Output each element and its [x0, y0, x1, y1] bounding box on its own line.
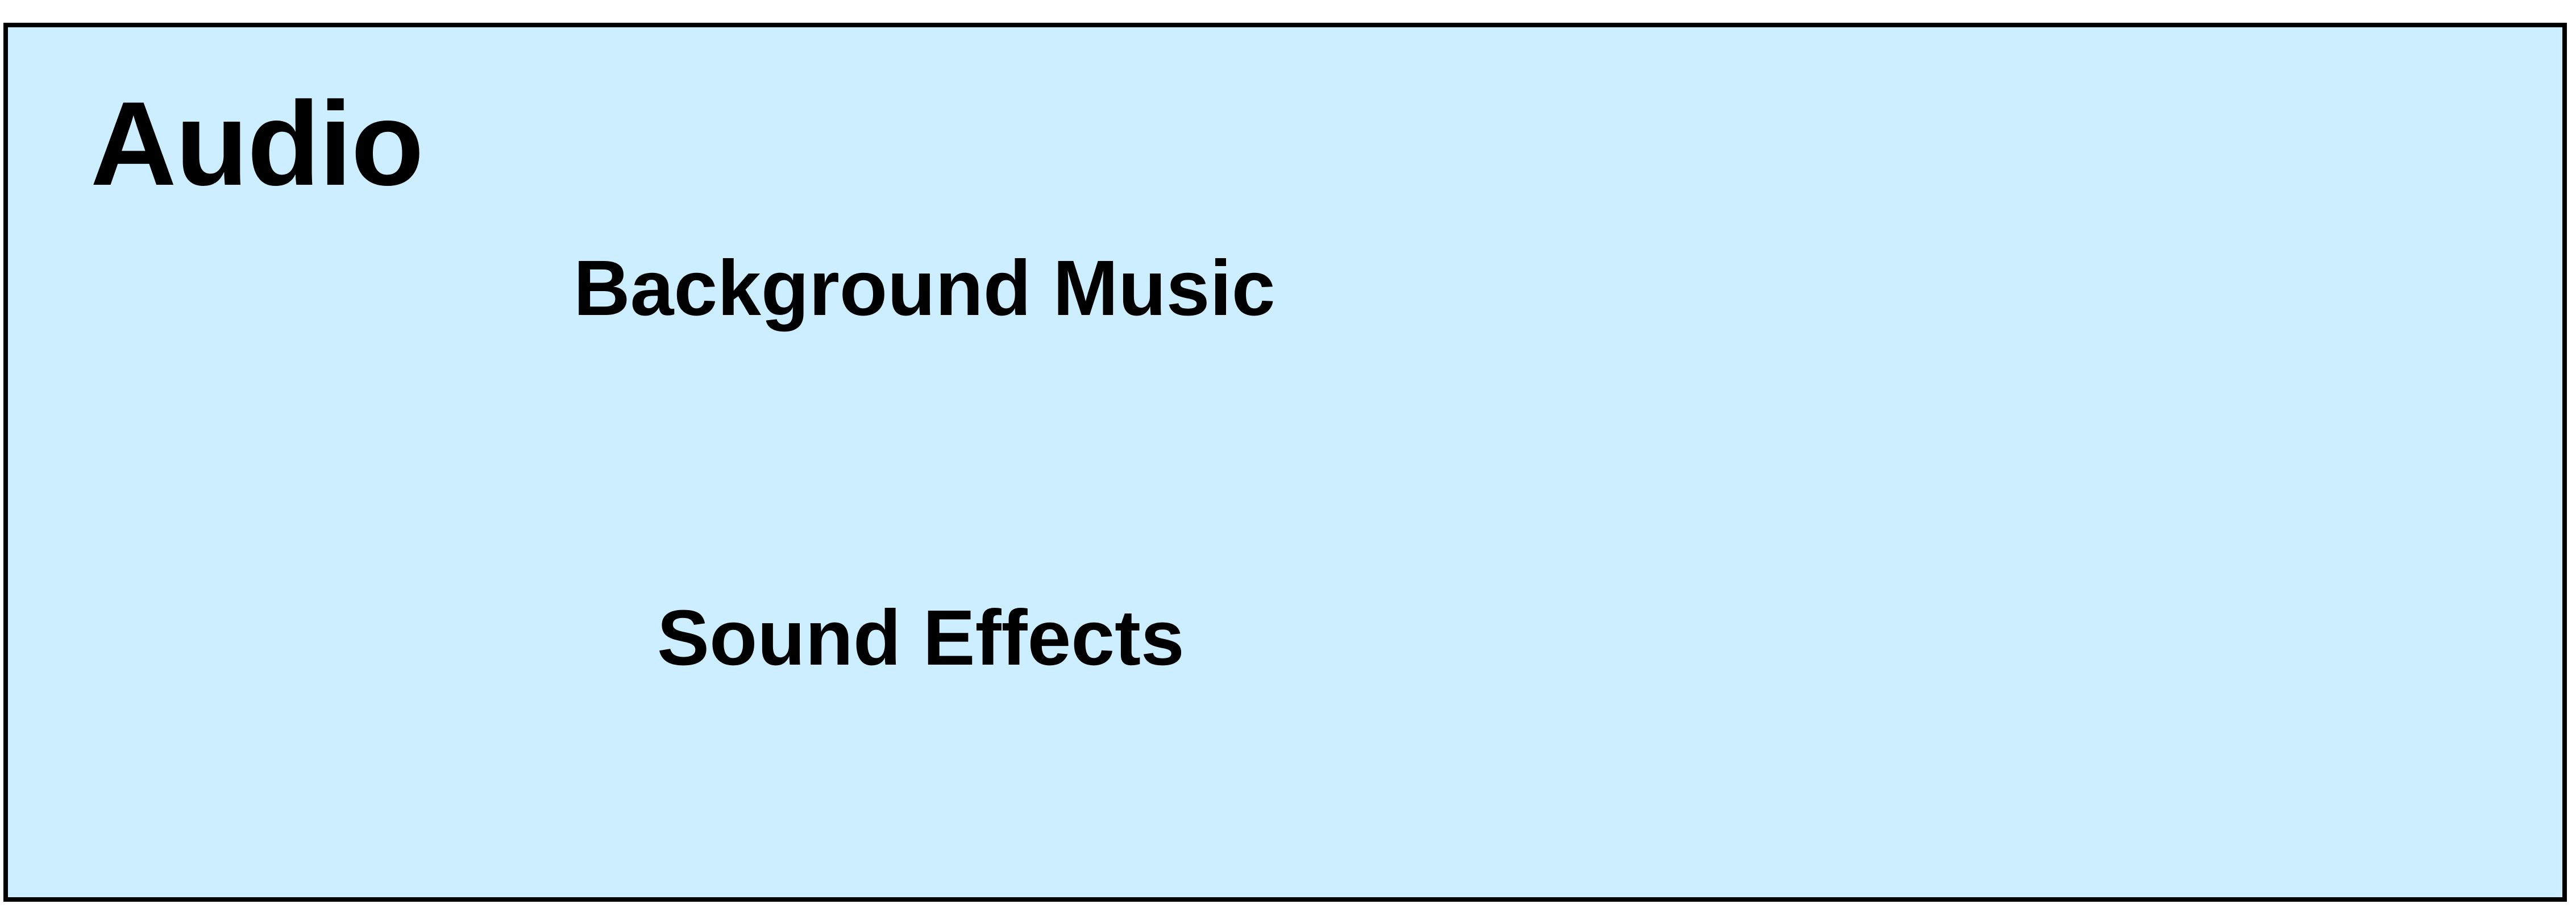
background-music-option[interactable]: Background Music [574, 244, 1275, 332]
panel-title: Audio [90, 77, 424, 210]
sound-effects-option[interactable]: Sound Effects [657, 594, 1185, 682]
audio-settings-panel: Audio Background Music Sound Effects [3, 23, 2567, 902]
